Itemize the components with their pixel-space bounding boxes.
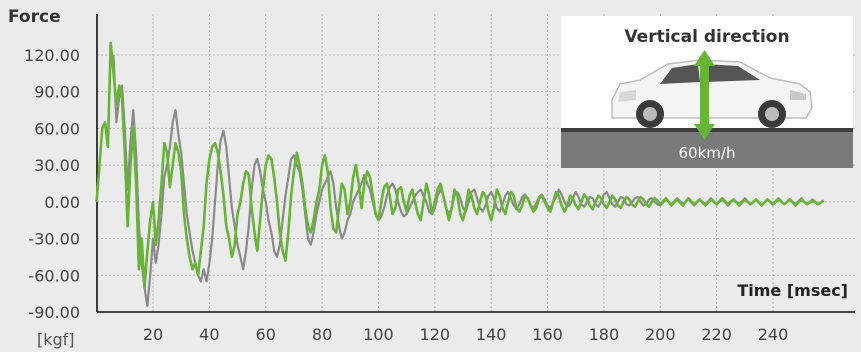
y-tick-label: -60.00	[28, 266, 80, 285]
inset-ground	[561, 130, 853, 168]
y-tick-label: 120.00	[24, 46, 80, 65]
x-tick-label: 40	[199, 325, 219, 344]
x-tick-label: 120	[420, 325, 451, 344]
x-tick-label: 180	[589, 325, 620, 344]
y-tick-label: 30.00	[34, 156, 80, 175]
x-tick-label: 220	[701, 325, 732, 344]
y-tick-label: 60.00	[34, 119, 80, 138]
x-tick-label: 60	[256, 325, 276, 344]
x-axis-title: Time [msec]	[737, 281, 848, 300]
x-tick-label: 200	[645, 325, 676, 344]
car-icon	[611, 59, 813, 128]
x-tick-label: 80	[312, 325, 332, 344]
inset-title: Vertical direction	[624, 27, 789, 47]
y-tick-labels: 120.00 90.00 60.00 30.00 0.00 -30.00 -60.00 -90…	[24, 46, 80, 322]
x-tick-label: 20	[143, 325, 163, 344]
x-tick-label: 240	[758, 325, 789, 344]
series-lines	[95, 41, 825, 307]
axes	[96, 14, 855, 313]
speed-label: 60km/h	[679, 144, 736, 162]
y-tick-label: -90.00	[28, 303, 80, 322]
y-axis-unit: [kgf]	[37, 330, 75, 349]
y-tick-label: -30.00	[28, 230, 80, 249]
x-tick-label: 100	[363, 325, 394, 344]
x-tick-label: 140	[476, 325, 507, 344]
inset-illustration: Vertical direction 60km/h	[561, 16, 853, 168]
x-tick-labels: 20 40 60 80 100 120 140 160 180 200 220 240	[143, 325, 788, 344]
y-tick-label: 0.00	[44, 193, 80, 212]
series-line-green	[95, 41, 825, 289]
y-tick-label: 90.00	[34, 83, 80, 102]
vertical-arrow-icon	[694, 50, 715, 140]
y-axis-title: Force	[8, 7, 61, 27]
x-tick-label: 160	[532, 325, 563, 344]
